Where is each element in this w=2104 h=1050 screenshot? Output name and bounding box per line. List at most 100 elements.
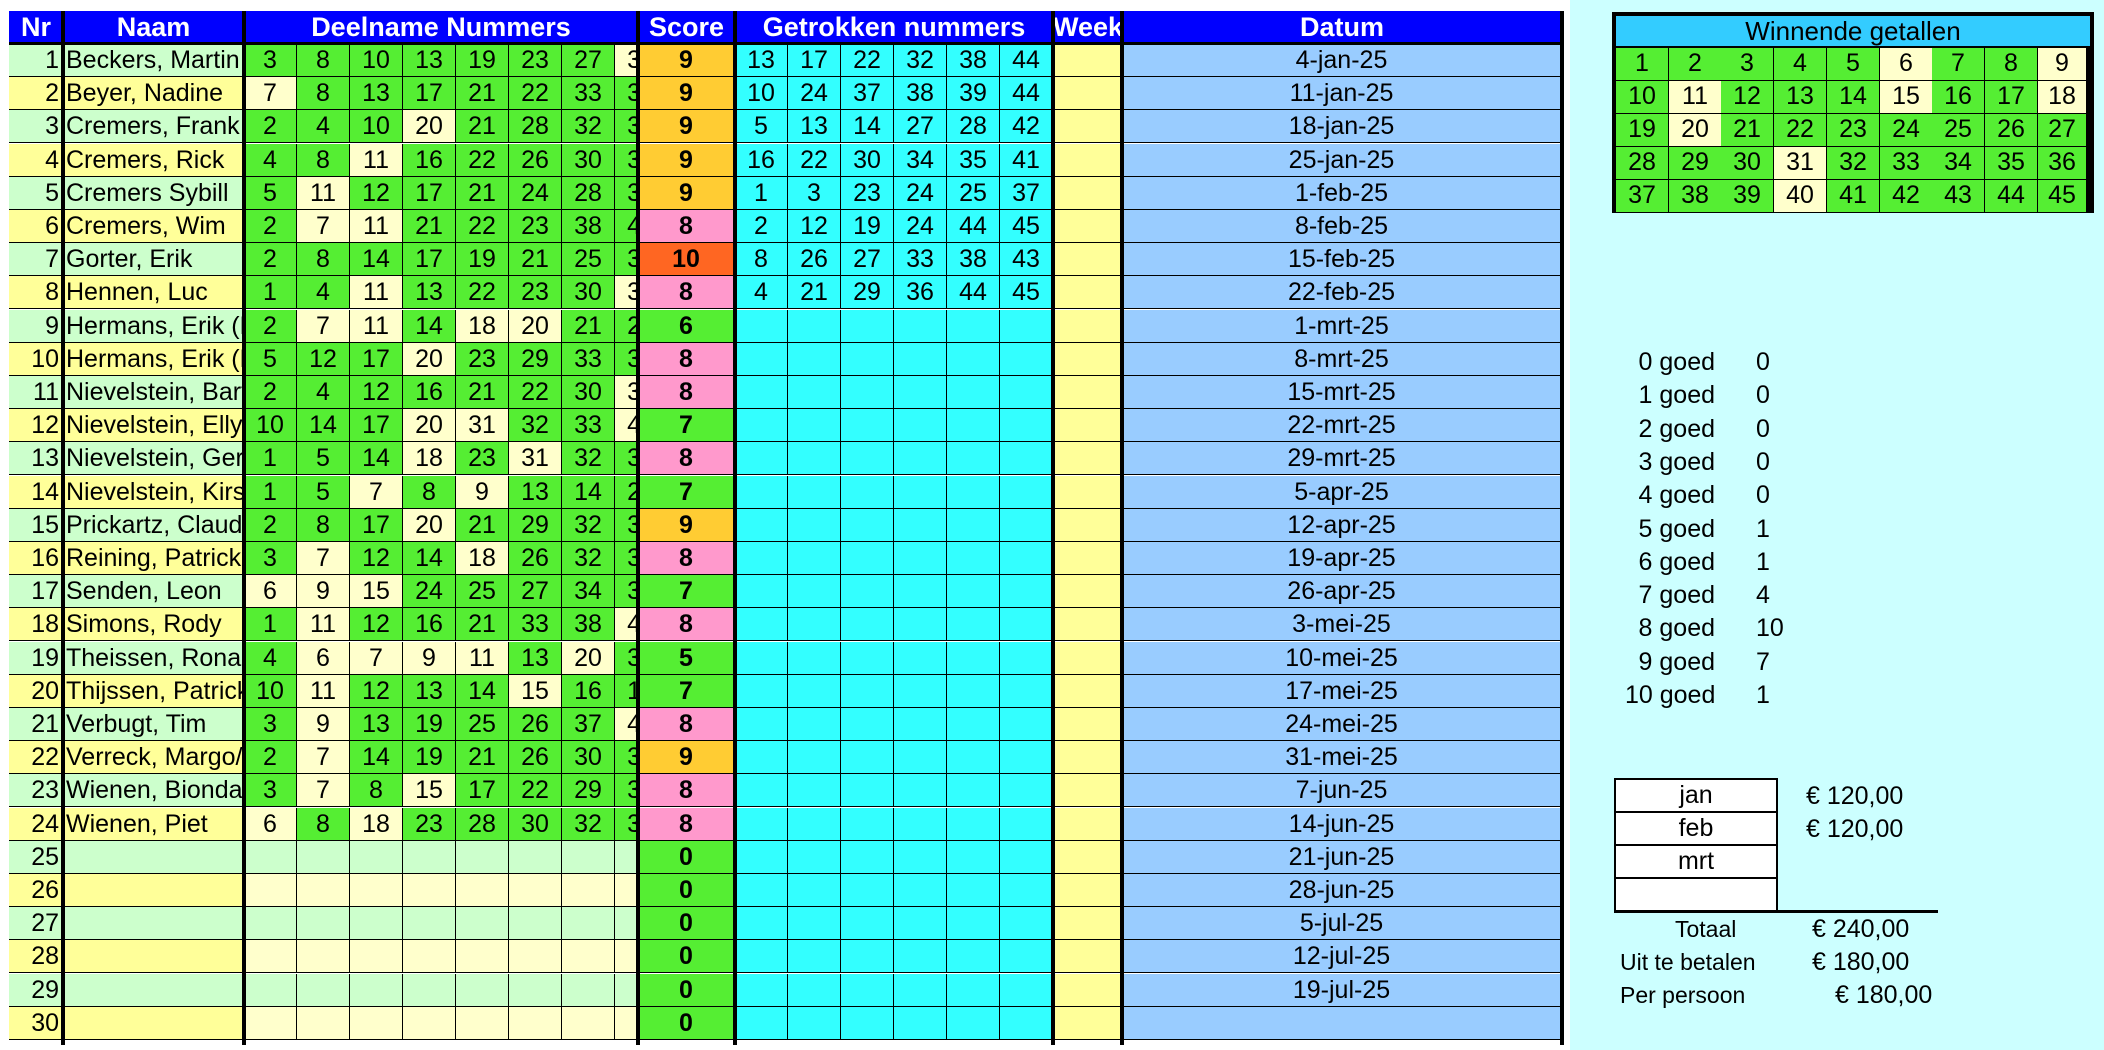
participant-number[interactable]: 7 [297, 774, 350, 807]
participant-number[interactable]: 38 [562, 608, 615, 641]
participant-number[interactable]: 10 [244, 675, 297, 708]
participant-number[interactable] [244, 1007, 297, 1040]
drawn-number[interactable] [735, 774, 788, 807]
drawn-number[interactable] [1000, 808, 1053, 841]
participant-number[interactable]: 4 [244, 144, 297, 177]
participant-name[interactable] [63, 1007, 244, 1040]
participant-number[interactable]: 10 [350, 44, 403, 77]
week-cell[interactable] [1053, 110, 1122, 143]
drawn-number[interactable] [841, 542, 894, 575]
drawn-number[interactable] [841, 741, 894, 774]
drawn-number[interactable] [894, 310, 947, 343]
drawn-number[interactable] [788, 343, 841, 376]
participant-number[interactable] [244, 874, 297, 907]
participant-number[interactable]: 21 [509, 243, 562, 276]
week-cell[interactable] [1053, 343, 1122, 376]
participant-number[interactable]: 21 [456, 608, 509, 641]
week-cell[interactable] [1053, 608, 1122, 641]
participant-number[interactable]: 21 [456, 177, 509, 210]
participant-number[interactable]: 17 [403, 177, 456, 210]
participant-number[interactable]: 32 [562, 442, 615, 475]
participant-number[interactable]: 11 [297, 608, 350, 641]
participant-number[interactable]: 4 [297, 110, 350, 143]
drawn-number[interactable] [788, 476, 841, 509]
drawn-number[interactable] [894, 476, 947, 509]
drawn-number[interactable] [1000, 940, 1053, 973]
participant-number[interactable]: 22 [509, 376, 562, 409]
drawn-number[interactable] [841, 376, 894, 409]
participant-number[interactable] [244, 940, 297, 973]
participant-number[interactable] [562, 974, 615, 1007]
participant-name[interactable]: Verbugt, Tim [63, 708, 244, 741]
participant-number[interactable]: 8 [297, 77, 350, 110]
participant-number[interactable]: 28 [456, 808, 509, 841]
participant-number[interactable] [244, 841, 297, 874]
drawn-number[interactable]: 17 [788, 44, 841, 77]
participant-number[interactable]: 3 [244, 44, 297, 77]
drawn-number[interactable] [894, 575, 947, 608]
participant-number[interactable]: 2 [244, 110, 297, 143]
participant-name[interactable] [63, 874, 244, 907]
participant-number[interactable] [509, 907, 562, 940]
participant-number[interactable]: 12 [350, 608, 403, 641]
week-cell[interactable] [1053, 210, 1122, 243]
participant-number[interactable] [562, 1007, 615, 1040]
participant-number[interactable]: 7 [297, 542, 350, 575]
participant-number[interactable] [509, 841, 562, 874]
participant-number[interactable]: 13 [350, 708, 403, 741]
participant-number[interactable]: 23 [456, 343, 509, 376]
participant-number[interactable]: 13 [350, 77, 403, 110]
participant-name[interactable]: Prickartz, Claudia [63, 509, 244, 542]
drawn-number[interactable]: 33 [894, 243, 947, 276]
drawn-number[interactable] [894, 874, 947, 907]
participant-number[interactable] [403, 874, 456, 907]
participant-number[interactable]: 6 [244, 808, 297, 841]
participant-number[interactable]: 2 [244, 310, 297, 343]
drawn-number[interactable] [1000, 907, 1053, 940]
participant-number[interactable]: 32 [509, 409, 562, 442]
participant-number[interactable]: 11 [350, 144, 403, 177]
participant-number[interactable] [509, 1007, 562, 1040]
drawn-number[interactable]: 44 [947, 210, 1000, 243]
week-cell[interactable] [1053, 177, 1122, 210]
participant-number[interactable]: 23 [456, 442, 509, 475]
participant-number[interactable]: 10 [244, 409, 297, 442]
participant-name[interactable]: Cremers, Frank [63, 110, 244, 143]
participant-number[interactable]: 20 [509, 310, 562, 343]
drawn-number[interactable] [1000, 774, 1053, 807]
drawn-number[interactable] [947, 376, 1000, 409]
participant-number[interactable]: 2 [244, 509, 297, 542]
week-cell[interactable] [1053, 642, 1122, 675]
drawn-number[interactable] [1000, 1007, 1053, 1040]
drawn-number[interactable]: 37 [841, 77, 894, 110]
drawn-number[interactable]: 5 [735, 110, 788, 143]
participant-number[interactable]: 25 [456, 708, 509, 741]
drawn-number[interactable]: 16 [735, 144, 788, 177]
participant-number[interactable]: 23 [509, 276, 562, 309]
drawn-number[interactable] [841, 841, 894, 874]
participant-number[interactable]: 23 [403, 808, 456, 841]
drawn-number[interactable] [735, 974, 788, 1007]
drawn-number[interactable]: 3 [788, 177, 841, 210]
drawn-number[interactable] [788, 741, 841, 774]
participant-number[interactable]: 26 [509, 144, 562, 177]
participant-number[interactable]: 3 [244, 542, 297, 575]
week-cell[interactable] [1053, 44, 1122, 77]
drawn-number[interactable] [947, 608, 1000, 641]
drawn-number[interactable] [788, 608, 841, 641]
drawn-number[interactable] [735, 874, 788, 907]
drawn-number[interactable] [788, 509, 841, 542]
participant-number[interactable]: 7 [297, 741, 350, 774]
participant-number[interactable] [350, 907, 403, 940]
drawn-number[interactable] [788, 575, 841, 608]
drawn-number[interactable]: 43 [1000, 243, 1053, 276]
drawn-number[interactable] [841, 907, 894, 940]
week-cell[interactable] [1053, 974, 1122, 1007]
participant-number[interactable]: 11 [456, 642, 509, 675]
drawn-number[interactable] [894, 376, 947, 409]
participant-number[interactable]: 33 [562, 409, 615, 442]
participant-number[interactable]: 13 [403, 276, 456, 309]
participant-number[interactable]: 13 [403, 44, 456, 77]
participant-number[interactable]: 7 [244, 77, 297, 110]
drawn-number[interactable] [735, 907, 788, 940]
